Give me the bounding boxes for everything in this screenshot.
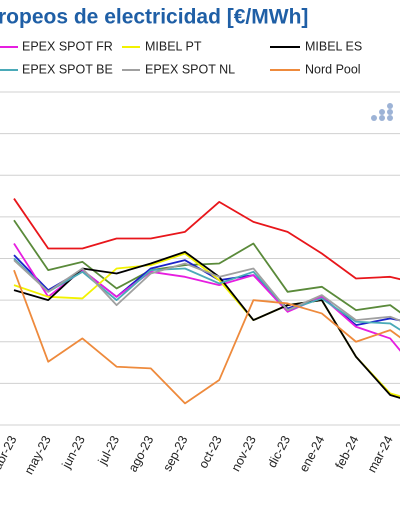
series-line (13, 257, 400, 331)
x-tick-label: sep-23 (160, 433, 190, 473)
series-line (13, 198, 400, 281)
legend-label: MIBEL ES (305, 39, 362, 53)
legend-label: MIBEL PT (145, 39, 202, 53)
x-tick-label: mar-24 (365, 433, 396, 475)
x-tick-label: ene-24 (297, 433, 328, 474)
chart-title: ropeos de electricidad [€/MWh] (0, 6, 308, 29)
x-tick-label: abr-23 (0, 433, 20, 472)
series-line (13, 243, 400, 352)
x-tick-label: dic-23 (265, 433, 293, 470)
legend-label: EPEX SPOT FR (22, 39, 113, 53)
series-line (13, 269, 400, 405)
legend-label: EPEX SPOT BE (22, 62, 113, 76)
legend-label: EPEX SPOT NL (145, 62, 235, 76)
legend-label: Nord Pool (305, 62, 361, 76)
series-line (13, 219, 400, 314)
x-tick-label: feb-24 (333, 433, 362, 471)
x-tick-label: jul-23 (95, 433, 122, 467)
series-line (13, 259, 400, 322)
x-tick-label: nov-23 (229, 433, 259, 473)
x-tick-label: oct-23 (196, 433, 225, 470)
logo (371, 103, 393, 121)
x-tick-label: may-23 (22, 433, 54, 476)
x-tick-label: ago-23 (126, 433, 157, 474)
x-tick-label: jun-23 (59, 433, 88, 471)
